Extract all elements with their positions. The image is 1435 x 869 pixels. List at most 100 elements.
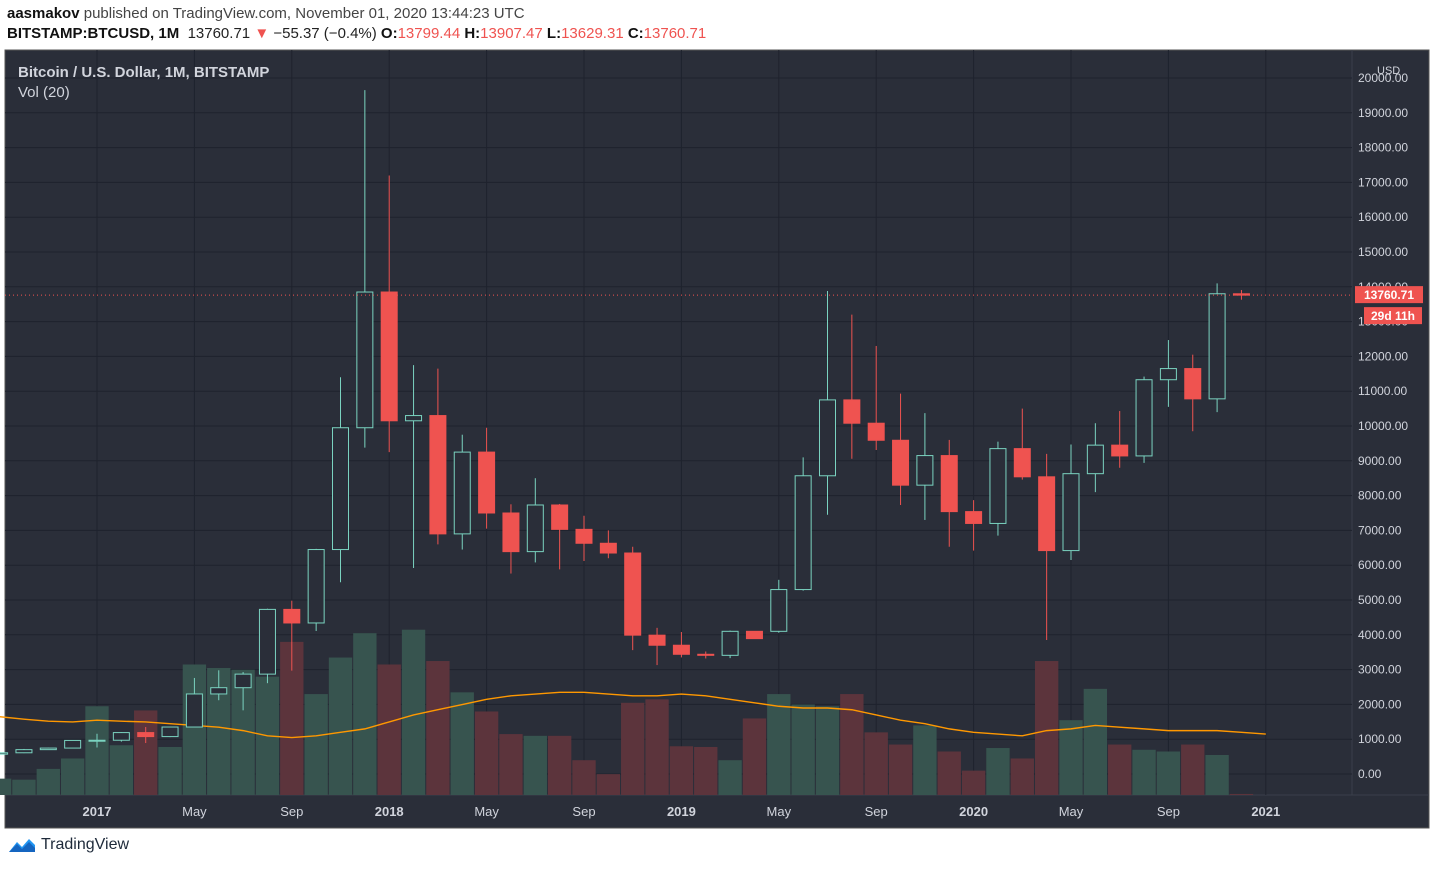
candle-body (1111, 444, 1129, 457)
down-arrow-icon: ▼ (254, 25, 270, 42)
candle-body (356, 291, 374, 429)
candle-body (1184, 368, 1202, 400)
time-tick-label: 2017 (83, 804, 112, 819)
time-tick-label: 2020 (959, 804, 988, 819)
candle-body (405, 415, 423, 422)
volume-bar (134, 710, 158, 795)
time-axis[interactable]: 2017 May Sep 2018 May Sep 2019 May Sep 2020 May Sep… (83, 804, 1281, 819)
candle-body (0, 752, 9, 755)
candles (0, 90, 1250, 755)
price-tick-label: 19000.00 (1358, 106, 1408, 120)
volume-bar (767, 694, 791, 795)
time-tick-label: May (767, 804, 792, 819)
price-tick-label: 17000.00 (1358, 175, 1408, 189)
candle-body (843, 399, 861, 424)
volume-bar (572, 760, 596, 795)
price-tick-label: 6000.00 (1358, 558, 1402, 572)
price-tick-label: 11000.00 (1358, 384, 1407, 398)
candle-body (1013, 448, 1031, 478)
candle-body (210, 687, 228, 695)
price-tick-label: 15000.00 (1358, 245, 1408, 259)
volume-bar (474, 711, 499, 795)
candle-body (916, 455, 934, 486)
volume-bar (85, 706, 109, 795)
price-tick-label: 7000.00 (1358, 523, 1402, 537)
last-price: 13760.71 (187, 25, 251, 42)
tradingview-logo-icon (9, 839, 35, 852)
volume-bar (1205, 754, 1229, 795)
candle-body (965, 511, 983, 524)
candle-body (88, 739, 106, 742)
candle-body (1159, 368, 1177, 381)
candle-body (770, 589, 788, 632)
volume-bar (645, 699, 669, 795)
symbol-label: BITSTAMP:BTCUSD, 1M (7, 25, 180, 42)
candle-body (15, 749, 33, 754)
volume-bar (742, 718, 767, 795)
open-label: O: (380, 25, 398, 42)
footer-brand-text: TradingView (41, 836, 130, 853)
volume-bar (207, 667, 231, 795)
countdown-badge-text: 29d 11h (1371, 309, 1415, 323)
price-tick-label: 20000.00 (1358, 71, 1408, 85)
time-tick-label: May (474, 804, 499, 819)
volume-bar (328, 657, 353, 795)
volume-bar (304, 694, 328, 795)
candle-body (721, 630, 739, 656)
volume-ma-line (0, 691, 1266, 739)
candle-body (283, 608, 301, 624)
volume-bar (1059, 720, 1083, 795)
volume-bars (0, 629, 1254, 795)
close-label: C: (627, 25, 644, 42)
volume-bar (158, 746, 182, 795)
price-tick-label: 0.00 (1358, 767, 1382, 781)
close-value: 13760.71 (643, 25, 707, 42)
candle-body (453, 451, 471, 535)
volume-bar (377, 664, 401, 795)
volume-bar (1108, 744, 1132, 795)
volume-bar (1156, 751, 1181, 795)
low-label: L: (546, 25, 562, 42)
price-tick-label: 10000.00 (1358, 419, 1408, 433)
volume-bar (669, 746, 694, 795)
candle-body (745, 630, 763, 640)
last-price-badge: 13760.71 (1355, 286, 1423, 304)
volume-bar (621, 702, 645, 795)
volume-label: Vol (20) (18, 84, 70, 101)
volume-bar (840, 694, 864, 795)
footer-brand[interactable]: TradingView (7, 836, 129, 854)
volume-bar (353, 633, 377, 795)
low-value: 13629.31 (561, 25, 624, 42)
volume-bar (888, 744, 913, 795)
countdown-badge: 29d 11h (1364, 307, 1422, 325)
candle-body (892, 439, 910, 486)
volume-bar (815, 706, 840, 795)
volume-bar (450, 692, 474, 795)
volume-bar (864, 732, 888, 795)
volume-bar (791, 704, 815, 795)
volume-bar (961, 770, 986, 795)
candle-body (1062, 473, 1080, 552)
last-price-badge-text: 13760.71 (1364, 288, 1414, 302)
candle-body (112, 732, 130, 741)
candle-body (380, 291, 398, 422)
price-axis[interactable]: 0.00 1000.00 2000.00 3000.00 4000.00 5000.00 6… (1358, 71, 1408, 781)
time-tick-label: May (182, 804, 207, 819)
price-tick-label: 3000.00 (1358, 663, 1402, 677)
author-name[interactable]: aasmakov (7, 5, 80, 22)
volume-bar (499, 734, 523, 795)
candle-body (1038, 476, 1056, 552)
high-label: H: (464, 25, 481, 42)
volume-bar (231, 669, 255, 795)
candle-body (39, 747, 57, 751)
candle-body (599, 542, 617, 554)
publication-header: aasmakov published on TradingView.com, N… (7, 5, 525, 22)
volume-bar (1034, 661, 1059, 795)
time-tick-label: Sep (572, 804, 595, 819)
candle-body (1086, 444, 1104, 475)
candle-body (307, 549, 325, 624)
candle-body (867, 422, 885, 441)
published-text: published on TradingView.com, November 0… (83, 5, 525, 22)
volume-bar (0, 778, 12, 795)
